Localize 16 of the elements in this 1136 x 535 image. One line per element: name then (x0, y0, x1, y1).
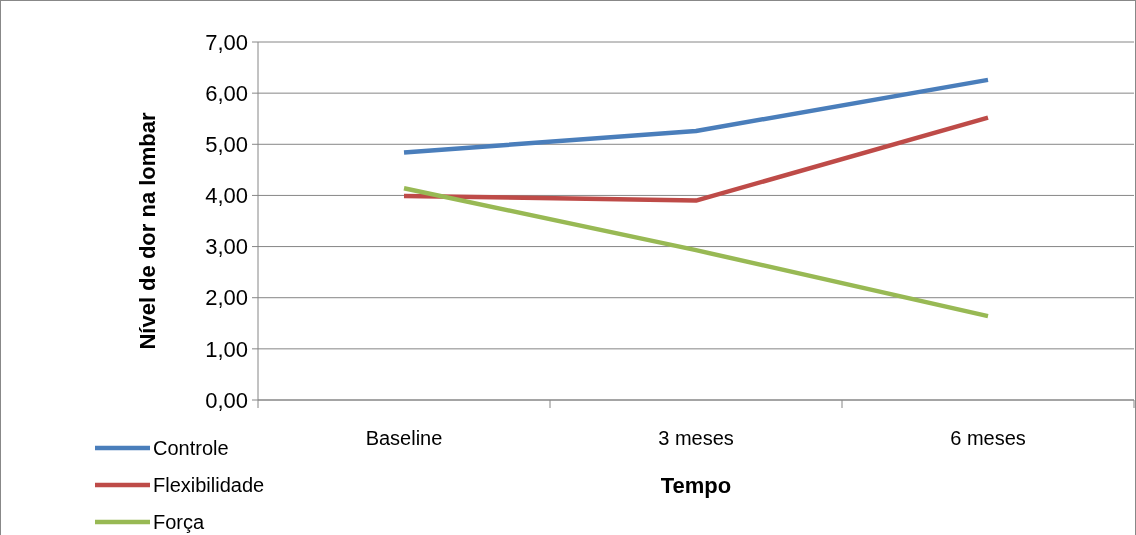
x-tick-label: Baseline (365, 427, 443, 449)
legend-label: Força (153, 511, 205, 533)
y-tick-label: 2,00 (205, 285, 248, 311)
legend-label: Controle (153, 437, 229, 459)
y-tick-label: 6,00 (205, 80, 248, 106)
x-tick-label: 3 meses (658, 427, 734, 449)
y-tick-label: 1,00 (205, 336, 248, 362)
x-axis-title: Tempo (660, 473, 732, 498)
y-tick-label: 0,00 (205, 387, 248, 413)
y-tick-label: 7,00 (205, 29, 248, 55)
legend-label: Flexibilidade (153, 474, 265, 496)
y-tick-label: 3,00 (205, 234, 248, 260)
y-tick-label: 4,00 (205, 183, 248, 209)
y-axis-title: Nível de dor na lombar (135, 111, 160, 350)
x-tick-label: 6 meses (950, 427, 1026, 449)
y-tick-label: 5,00 (205, 131, 248, 157)
